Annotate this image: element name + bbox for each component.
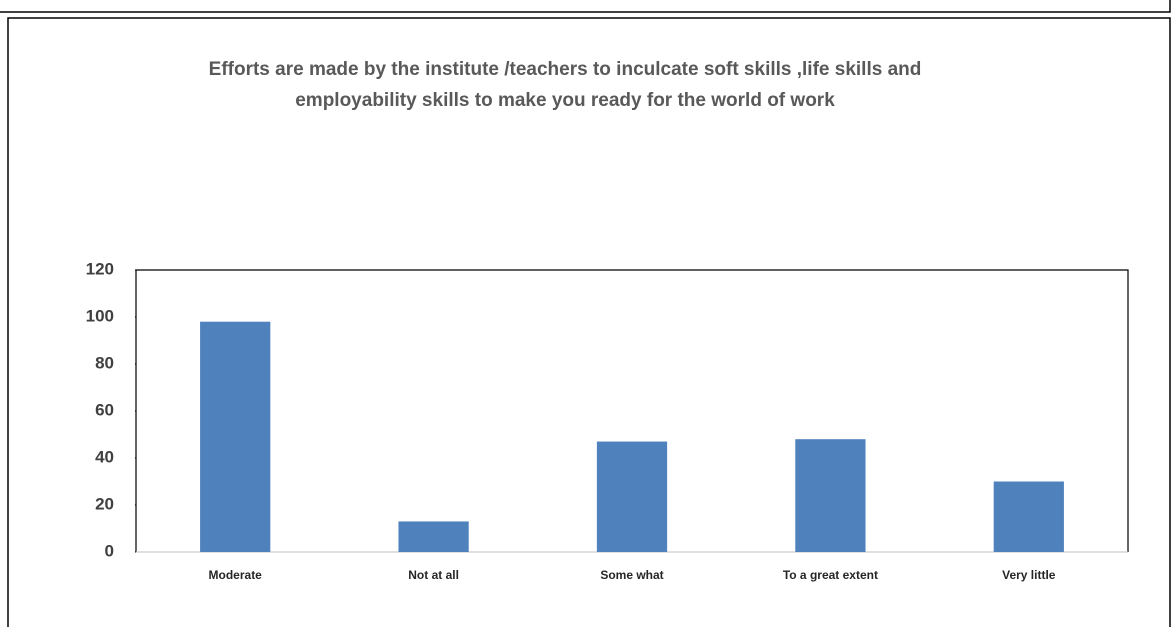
- chart-title: Efforts are made by the institute /teach…: [209, 59, 922, 80]
- y-tick-label: 120: [86, 259, 114, 278]
- bar: [795, 439, 866, 552]
- y-tick-label: 100: [86, 306, 114, 325]
- y-tick-label: 80: [95, 353, 114, 372]
- x-tick-label: To a great extent: [783, 568, 878, 582]
- x-tick-label: Some what: [600, 568, 663, 582]
- bar: [398, 521, 469, 552]
- bar: [596, 441, 668, 552]
- y-tick-label: 40: [95, 447, 114, 466]
- y-tick-label: 0: [105, 541, 114, 560]
- x-tick-label: Very little: [1002, 568, 1056, 582]
- y-tick-label: 20: [95, 494, 114, 513]
- x-tick-label: Moderate: [209, 568, 263, 582]
- y-tick-label: 60: [95, 400, 114, 419]
- bar: [993, 481, 1064, 552]
- x-tick-label: Not at all: [408, 568, 459, 582]
- bar: [200, 321, 271, 552]
- previous-frame: [0, 0, 1171, 13]
- chart-title: employability skills to make you ready f…: [295, 90, 835, 111]
